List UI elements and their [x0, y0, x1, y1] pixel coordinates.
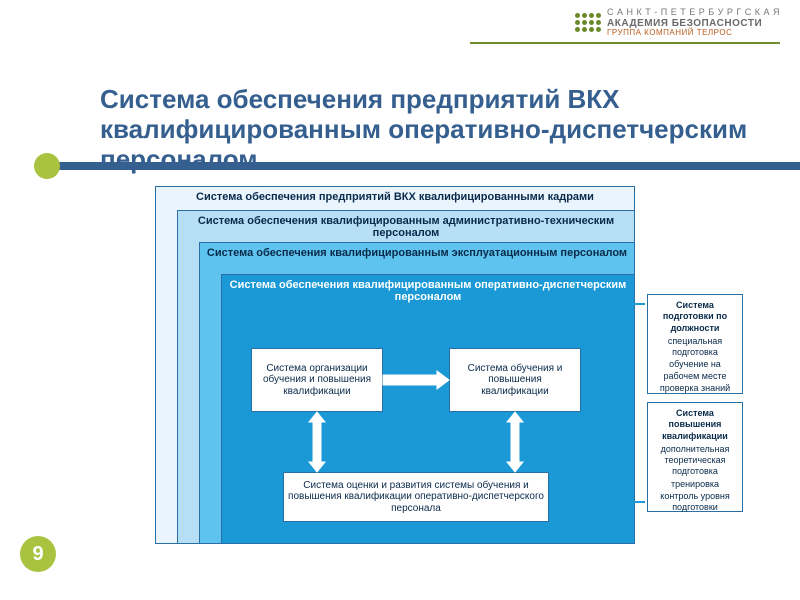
sidebox-item: дополнительная теоретическая подготовка: [653, 444, 737, 478]
title-bullet-icon: [34, 153, 60, 179]
sidebox-item: специальная подготовка: [653, 336, 737, 359]
box-bottom: Система оценки и развития системы обучен…: [283, 472, 549, 522]
title-underline: [50, 162, 800, 170]
layer-header-4: Система обеспечения квалифицированным оп…: [222, 275, 634, 315]
sidebox-item: обучение на рабочем месте: [653, 359, 737, 382]
sidebox-item: тренировка: [653, 479, 737, 490]
logo-line1: С А Н К Т - П Е Т Е Р Б У Р Г С К А Я: [607, 8, 780, 18]
logo-divider: [470, 42, 780, 44]
diagram: Система обеспечения предприятий ВКХ квал…: [155, 186, 745, 551]
box-left: Система организации обучения и повышения…: [251, 348, 383, 412]
logo-text: С А Н К Т - П Е Т Е Р Б У Р Г С К А Я АК…: [607, 8, 780, 38]
box-right: Система обучения и повышения квалификаци…: [449, 348, 581, 412]
sidebox-header: Система подготовки по должности: [653, 300, 737, 334]
page-number: 9: [20, 536, 56, 572]
brand-logo: С А Н К Т - П Е Т Е Р Б У Р Г С К А Я АК…: [575, 8, 780, 38]
sidebox-item: контроль уровня подготовки: [653, 491, 737, 514]
logo-line3: ГРУППА КОМПАНИЙ ТЕЛРОС: [607, 29, 780, 38]
sidebox-bottom: Система повышения квалификациидополнител…: [647, 402, 743, 512]
sidebox-item: проверка знаний: [653, 383, 737, 394]
logo-dots-icon: [575, 13, 601, 32]
sidebox-top: Система подготовки по должностиспециальн…: [647, 294, 743, 394]
sidebox-header: Система повышения квалификации: [653, 408, 737, 442]
